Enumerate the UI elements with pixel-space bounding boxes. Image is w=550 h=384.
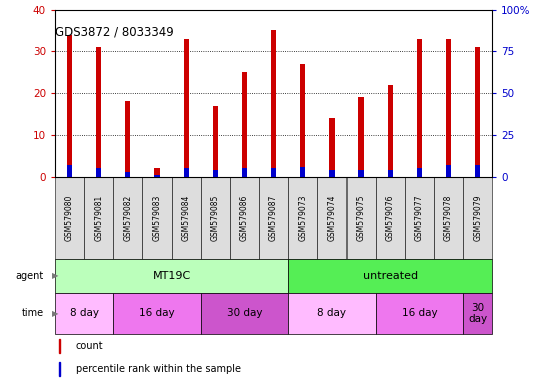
- Text: GSM579079: GSM579079: [473, 195, 482, 241]
- Bar: [300, 167, 305, 177]
- Bar: [417, 168, 422, 177]
- Bar: [184, 39, 189, 177]
- Text: agent: agent: [16, 271, 44, 281]
- Bar: [84, 177, 113, 259]
- Bar: [55, 259, 288, 293]
- Bar: [142, 177, 172, 259]
- Bar: [96, 168, 101, 177]
- Bar: [55, 293, 113, 334]
- Bar: [67, 35, 72, 177]
- Text: 8 day: 8 day: [317, 308, 346, 318]
- Bar: [417, 39, 422, 177]
- Text: 30 day: 30 day: [227, 308, 262, 318]
- Bar: [201, 293, 288, 334]
- Text: ▶: ▶: [52, 271, 59, 280]
- Bar: [288, 259, 492, 293]
- Bar: [376, 177, 405, 259]
- Bar: [242, 168, 247, 177]
- Text: ▶: ▶: [52, 309, 59, 318]
- Bar: [388, 170, 393, 177]
- Bar: [59, 362, 60, 376]
- Bar: [346, 177, 376, 259]
- Bar: [67, 165, 72, 177]
- Bar: [475, 47, 480, 177]
- Bar: [155, 175, 159, 177]
- Bar: [288, 293, 376, 334]
- Bar: [446, 39, 451, 177]
- Bar: [446, 165, 451, 177]
- Text: MT19C: MT19C: [152, 271, 191, 281]
- Text: GSM579087: GSM579087: [269, 195, 278, 241]
- Bar: [213, 106, 218, 177]
- Text: GSM579086: GSM579086: [240, 195, 249, 241]
- Bar: [359, 97, 364, 177]
- Bar: [59, 339, 60, 353]
- Text: 16 day: 16 day: [402, 308, 437, 318]
- Bar: [184, 168, 189, 177]
- Bar: [475, 165, 480, 177]
- Bar: [300, 64, 305, 177]
- Bar: [55, 177, 84, 259]
- Text: count: count: [76, 341, 103, 351]
- Bar: [155, 168, 159, 177]
- Text: GSM579084: GSM579084: [182, 195, 191, 241]
- Bar: [96, 47, 101, 177]
- Bar: [201, 177, 230, 259]
- Text: GSM579083: GSM579083: [152, 195, 162, 241]
- Bar: [113, 177, 142, 259]
- Text: GSM579081: GSM579081: [94, 195, 103, 241]
- Bar: [213, 170, 218, 177]
- Bar: [125, 101, 130, 177]
- Text: GSM579082: GSM579082: [123, 195, 133, 241]
- Text: GDS3872 / 8033349: GDS3872 / 8033349: [55, 25, 174, 38]
- Text: GSM579074: GSM579074: [327, 195, 337, 241]
- Text: 30
day: 30 day: [468, 303, 487, 324]
- Text: GSM579078: GSM579078: [444, 195, 453, 241]
- Bar: [230, 177, 259, 259]
- Bar: [405, 177, 434, 259]
- Bar: [242, 72, 247, 177]
- Text: percentile rank within the sample: percentile rank within the sample: [76, 364, 241, 374]
- Bar: [376, 293, 463, 334]
- Bar: [125, 172, 130, 177]
- Bar: [288, 177, 317, 259]
- Text: GSM579073: GSM579073: [298, 195, 307, 241]
- Text: GSM579076: GSM579076: [386, 195, 395, 241]
- Bar: [388, 85, 393, 177]
- Text: GSM579077: GSM579077: [415, 195, 424, 241]
- Text: 16 day: 16 day: [139, 308, 175, 318]
- Text: untreated: untreated: [362, 271, 418, 281]
- Bar: [271, 168, 276, 177]
- Bar: [463, 293, 492, 334]
- Bar: [463, 177, 492, 259]
- Bar: [113, 293, 201, 334]
- Bar: [434, 177, 463, 259]
- Text: GSM579080: GSM579080: [65, 195, 74, 241]
- Text: time: time: [22, 308, 44, 318]
- Bar: [317, 177, 346, 259]
- Bar: [359, 170, 364, 177]
- Bar: [172, 177, 201, 259]
- Text: GSM579075: GSM579075: [356, 195, 366, 241]
- Bar: [259, 177, 288, 259]
- Text: GSM579085: GSM579085: [211, 195, 220, 241]
- Bar: [271, 30, 276, 177]
- Bar: [329, 170, 334, 177]
- Text: 8 day: 8 day: [70, 308, 98, 318]
- Bar: [329, 118, 334, 177]
